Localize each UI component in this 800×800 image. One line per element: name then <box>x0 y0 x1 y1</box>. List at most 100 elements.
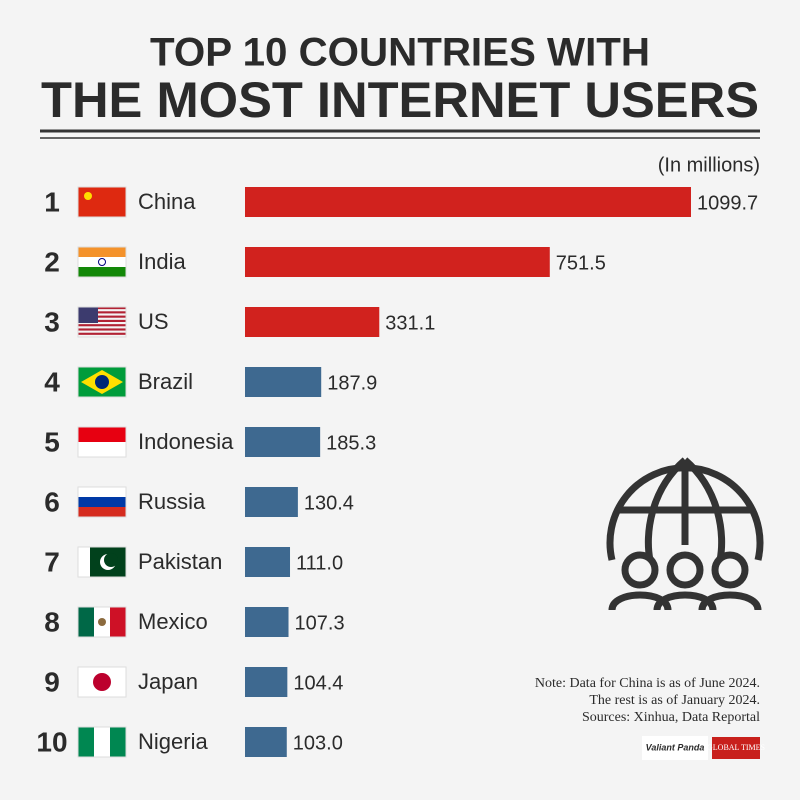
flag-border <box>77 486 127 518</box>
value-label: 107.3 <box>295 612 345 634</box>
bar <box>245 607 289 637</box>
value-label: 130.4 <box>304 492 354 514</box>
category-label: Indonesia <box>138 429 234 454</box>
flag-stripe <box>78 319 126 322</box>
bar <box>245 487 298 517</box>
flag-border <box>77 606 127 638</box>
flag-bg <box>78 187 126 217</box>
value-label: 185.3 <box>326 432 376 454</box>
flag-stripe <box>78 497 126 507</box>
category-label: US <box>138 309 169 334</box>
flag-sun <box>93 673 111 691</box>
flag-stripe <box>78 307 126 310</box>
flag <box>77 186 127 218</box>
flag-stripe <box>78 727 94 757</box>
flag-border <box>77 186 127 218</box>
flag-emblem <box>98 618 106 626</box>
flag-stripe <box>78 427 126 442</box>
flag-stripe <box>110 607 126 637</box>
logo-box <box>712 737 760 759</box>
flag-border <box>77 366 127 398</box>
flag-star <box>84 192 92 200</box>
flag-stripe <box>78 507 126 517</box>
flag-border <box>77 426 127 458</box>
flag <box>77 366 127 398</box>
logo: Valiant Panda <box>646 742 705 752</box>
globe-icon <box>606 457 764 611</box>
rank: 4 <box>44 366 60 397</box>
rank: 3 <box>44 306 60 337</box>
rank: 5 <box>44 426 60 457</box>
flag <box>77 486 127 518</box>
value-label: 751.5 <box>556 252 606 274</box>
bar <box>245 367 322 397</box>
flag-stripe <box>78 267 126 277</box>
flag-wheel <box>98 258 106 266</box>
chart-title: TOP 10 COUNTRIES WITH <box>150 31 650 75</box>
flag <box>77 246 127 278</box>
value-label: 104.4 <box>293 672 343 694</box>
flag <box>77 606 127 638</box>
flag <box>77 306 127 338</box>
rank: 9 <box>44 666 60 697</box>
flag-border <box>77 306 127 338</box>
flag-stripe <box>78 607 94 637</box>
note: Note: Data for China is as of June 2024. <box>535 676 760 691</box>
flag-stripe <box>78 324 126 327</box>
bar <box>245 187 691 217</box>
flag-stripe <box>110 727 126 757</box>
bar <box>245 427 321 457</box>
category-label: China <box>138 189 196 214</box>
rank: 7 <box>44 546 60 577</box>
flag <box>77 546 127 578</box>
rank: 6 <box>44 486 60 517</box>
chart-subtitle: THE MOST INTERNET USERS <box>41 72 759 128</box>
flag-canton <box>78 307 98 323</box>
category-label: Japan <box>138 669 198 694</box>
flag-stripe <box>78 257 126 267</box>
flag-stripe <box>78 247 126 257</box>
category-label: India <box>138 249 186 274</box>
flag-stripe <box>78 332 126 335</box>
value-label: 331.1 <box>385 312 435 334</box>
bar <box>245 547 291 577</box>
value-label: 111.0 <box>296 552 343 574</box>
flag-stripe <box>78 328 126 331</box>
bar <box>245 307 380 337</box>
rank: 1 <box>44 186 60 217</box>
category-label: Mexico <box>138 609 208 634</box>
flag-stripe <box>94 727 110 757</box>
category-label: Brazil <box>138 369 193 394</box>
value-label: 103.0 <box>293 732 343 754</box>
flag-border <box>77 246 127 278</box>
value-label: 1099.7 <box>697 192 758 214</box>
bar <box>245 667 288 697</box>
logo: GLOBAL TIMES <box>707 743 765 752</box>
flag-circle <box>95 375 109 389</box>
flag-stripe <box>78 311 126 314</box>
flag <box>77 726 127 758</box>
bar <box>245 247 550 277</box>
flag-border <box>77 546 127 578</box>
flag-stripe <box>78 442 126 457</box>
flag-stripe <box>78 315 126 318</box>
flag-stripe <box>78 487 126 497</box>
note: Sources: Xinhua, Data Reportal <box>582 710 760 725</box>
bar <box>245 727 287 757</box>
rank: 2 <box>44 246 60 277</box>
flag-border <box>77 666 127 698</box>
unit-label: (In millions) <box>658 154 760 176</box>
logo-box <box>642 736 708 760</box>
note: The rest is as of January 2024. <box>589 693 760 708</box>
category-label: Nigeria <box>138 729 208 754</box>
rank: 8 <box>44 606 60 637</box>
flag <box>77 666 127 698</box>
value-label: 187.9 <box>327 372 377 394</box>
category-label: Russia <box>138 489 206 514</box>
rank: 10 <box>36 726 67 757</box>
flag <box>77 426 127 458</box>
flag-border <box>77 726 127 758</box>
flag-moon-cut <box>104 553 118 567</box>
